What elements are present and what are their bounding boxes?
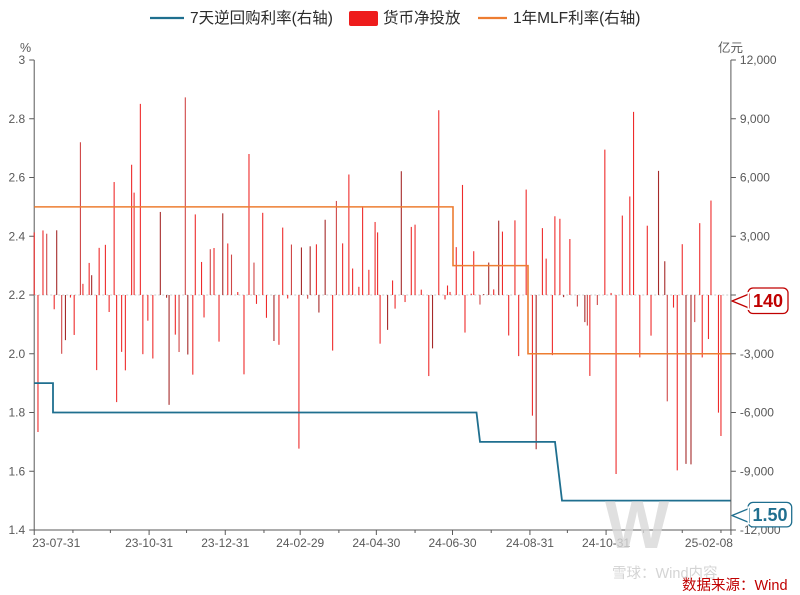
svg-text:2.2: 2.2 (9, 288, 26, 302)
svg-text:-6,000: -6,000 (740, 406, 774, 420)
svg-text:25-02-08: 25-02-08 (685, 536, 733, 550)
svg-text:9,000: 9,000 (740, 112, 770, 126)
svg-text:3,000: 3,000 (740, 229, 770, 243)
svg-text:24-08-31: 24-08-31 (506, 536, 554, 550)
svg-text:23-10-31: 23-10-31 (125, 536, 173, 550)
svg-text:24-04-30: 24-04-30 (352, 536, 400, 550)
svg-text:1.6: 1.6 (9, 464, 26, 478)
svg-text:1.8: 1.8 (9, 406, 26, 420)
svg-text:23-12-31: 23-12-31 (201, 536, 249, 550)
svg-text:12,000: 12,000 (740, 53, 777, 67)
svg-text:-9,000: -9,000 (740, 464, 774, 478)
svg-text:23-07-31: 23-07-31 (32, 536, 80, 550)
svg-text:140: 140 (753, 291, 783, 311)
svg-text:1年MLF利率(右轴): 1年MLF利率(右轴) (513, 9, 640, 27)
svg-text:24-02-29: 24-02-29 (276, 536, 324, 550)
svg-text:W: W (605, 487, 670, 563)
svg-text:2.8: 2.8 (9, 112, 26, 126)
svg-text:2.4: 2.4 (9, 229, 26, 243)
svg-text:2.6: 2.6 (9, 171, 26, 185)
svg-text:%: % (20, 41, 31, 55)
svg-text:7天逆回购利率(右轴): 7天逆回购利率(右轴) (190, 9, 333, 27)
svg-text:3: 3 (19, 53, 26, 67)
svg-text:6,000: 6,000 (740, 171, 770, 185)
svg-text:货币净投放: 货币净投放 (383, 9, 461, 27)
svg-text:2.0: 2.0 (9, 347, 26, 361)
svg-text:1.4: 1.4 (9, 523, 26, 537)
svg-text:-3,000: -3,000 (740, 347, 774, 361)
svg-text:24-06-30: 24-06-30 (428, 536, 476, 550)
svg-text:1.50: 1.50 (752, 505, 787, 525)
svg-text:数据来源：Wind: 数据来源：Wind (682, 577, 788, 594)
